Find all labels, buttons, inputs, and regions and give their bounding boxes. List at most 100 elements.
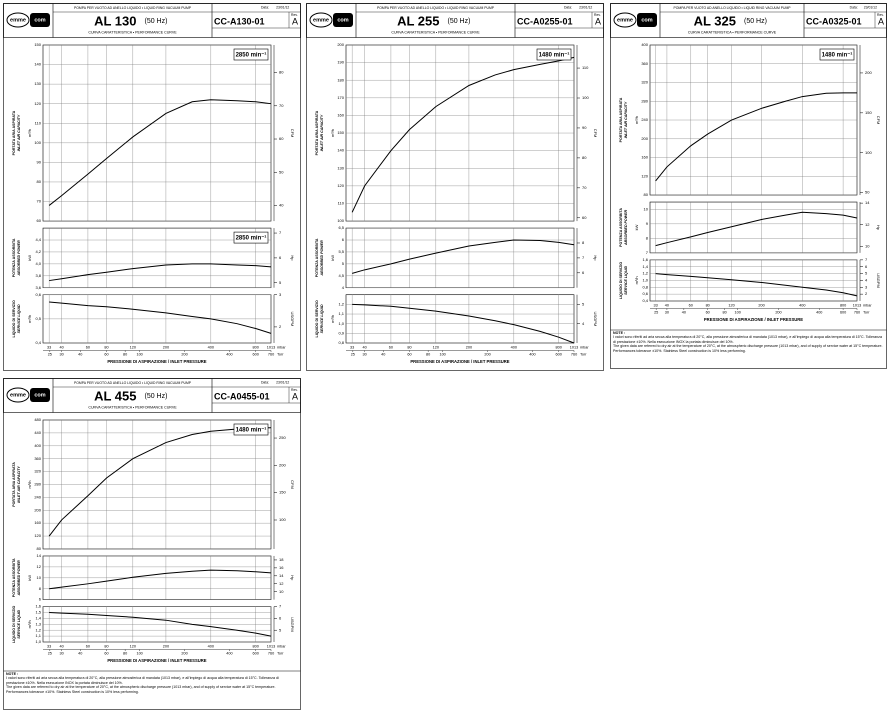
logo-box — [333, 13, 353, 27]
y2-tick-label: 7 — [279, 230, 282, 235]
x-tick-label: 120 — [433, 346, 439, 350]
y2-tick-label: 3 — [865, 284, 868, 289]
x2-tick-label: 80 — [123, 652, 127, 656]
y-tick-label: 130 — [34, 81, 41, 86]
date-label: Data: — [850, 5, 858, 9]
date: 23/01/12 — [276, 380, 289, 384]
logo-box — [30, 13, 50, 27]
rev: A — [878, 16, 884, 26]
date-label: Data: — [261, 380, 269, 384]
x-tick-label: 1013 — [267, 346, 275, 350]
rev-label: Rev. — [291, 388, 298, 392]
y2-tick-label: 12 — [279, 581, 284, 586]
y2-tick-label: 200 — [279, 462, 286, 467]
x-tick-label: 400 — [208, 645, 214, 649]
performance-sheet: emme com POMPA PER VUOTO AD ANELLO LIQUIDO… — [610, 3, 887, 369]
chart: 3,6 3,8 4,0 4,2 4,4 5 6 7 POTENZA ASSORBITA ABSOR… — [12, 227, 295, 290]
x-axis-label: PRESSIONE DI ASPIRAZIONE / INLET PRESSUR… — [410, 359, 509, 364]
logo-text: emme — [617, 17, 633, 23]
y-tick-label: 120 — [641, 173, 648, 178]
y2-tick-label: 110 — [582, 65, 589, 70]
y-tick-label: 320 — [34, 469, 41, 474]
notes: NOTE :I valori sono riferiti ad aria sec… — [613, 331, 883, 353]
x2-tick-label: 760 — [854, 311, 860, 315]
y-axis-label: INLET AIR CAPACITY — [320, 114, 324, 151]
x-tick-label: 400 — [799, 304, 805, 308]
y-tick-label: 5,5 — [338, 249, 344, 254]
x2-tick-label: 30 — [60, 353, 64, 357]
date: 23/01/12 — [864, 5, 877, 9]
y-tick-label: 150 — [337, 130, 344, 135]
y-tick-label: 170 — [337, 95, 344, 100]
y2-tick-label: 6 — [865, 264, 868, 269]
sheet-code: CC-A130-01 — [214, 16, 265, 26]
y-unit: kW — [27, 575, 32, 581]
speed-box — [819, 48, 855, 61]
x-tick-label: 120 — [130, 645, 136, 649]
curve — [49, 612, 272, 637]
x2-tick-label: 200 — [181, 353, 187, 357]
speed-box — [536, 48, 572, 61]
x-tick-label: 800 — [840, 304, 846, 308]
x2-tick-label: 40 — [381, 353, 385, 357]
y-tick-label: 80 — [37, 179, 42, 184]
speed-label: 1480 min⁻¹ — [539, 52, 570, 59]
x2-tick-label: 60 — [104, 652, 108, 656]
x2-tick-label: 80 — [722, 311, 726, 315]
y2-tick-label: 200 — [865, 70, 872, 75]
note-line: The given data are referred to dry air a… — [613, 344, 883, 353]
y-tick-label: 100 — [337, 218, 344, 223]
y-tick-label: 360 — [641, 61, 648, 66]
notes-heading: NOTE : — [613, 331, 626, 335]
curve — [49, 263, 272, 282]
frequency: (50 Hz) — [145, 18, 168, 25]
logo-text: com — [641, 17, 652, 23]
y-tick-label: 480 — [34, 417, 41, 422]
x-tick-label: 80 — [104, 346, 108, 350]
x2-tick-label: 40 — [78, 353, 82, 357]
y2-tick-label: 4 — [865, 277, 868, 282]
x-tick-label: 40 — [665, 304, 669, 308]
header-frame — [610, 3, 887, 38]
rev-label: Rev. — [877, 13, 884, 17]
y2-tick-label: 7 — [865, 257, 868, 262]
y-tick-label: 0,5 — [35, 316, 41, 321]
y-tick-label: 400 — [641, 42, 648, 47]
y2-tick-label: 14 — [279, 573, 284, 578]
performance-sheet: emme com POMPA PER VUOTO AD ANELLO LIQUIDO… — [306, 3, 604, 371]
y-tick-label: 0,6 — [35, 292, 41, 297]
x-tick-label: 40 — [60, 346, 64, 350]
y2-tick-label: 40 — [279, 203, 284, 208]
y2-tick-label: 80 — [279, 70, 284, 75]
y-tick-label: 8 — [39, 586, 42, 591]
y-tick-label: 200 — [34, 507, 41, 512]
y-tick-label: 1,4 — [35, 615, 41, 620]
y2-tick-label: 2 — [279, 324, 282, 329]
y2-tick-label: 2 — [865, 291, 868, 296]
y2-tick-label: 6 — [582, 270, 585, 275]
y2-tick-label: 7 — [582, 255, 585, 260]
speed-box — [233, 231, 269, 244]
chart: 80 120 160 200 240 280 320 360 400 440 480 100 150 20… — [12, 417, 295, 551]
y2-unit: Hp — [290, 575, 295, 581]
y2-tick-label: 150 — [865, 110, 872, 115]
y-axis-label: POTENZA ASSORBITA — [619, 208, 623, 247]
y-tick-label: 10 — [644, 206, 649, 211]
x-tick-label: 1013 — [570, 346, 578, 350]
curve — [49, 301, 272, 334]
note-line: I valori sono riferiti ad aria secca all… — [6, 676, 279, 685]
y-tick-label: 1,3 — [35, 621, 41, 626]
x-tick-label: 800 — [253, 645, 259, 649]
y2-unit: CFM — [593, 129, 598, 138]
chart: 60 70 80 90 100 110 120 130 140 150 40 50 60 70 80 PORT… — [12, 42, 295, 223]
rev-label: Rev. — [594, 13, 601, 17]
speed-label: 2850 min⁻¹ — [236, 52, 267, 59]
y-tick-label: 160 — [641, 155, 648, 160]
logo-text: com — [337, 17, 348, 23]
y-axis-label: PORTATA ARIA ASPIRATA — [315, 110, 319, 155]
y-tick-label: 1,1 — [338, 311, 344, 316]
y-axis-label: SERVICE LIQUID — [624, 266, 628, 295]
x-unit: mbar — [277, 346, 286, 350]
x2-tick-label: 200 — [775, 311, 781, 315]
y2-unit: Hp — [876, 225, 881, 231]
